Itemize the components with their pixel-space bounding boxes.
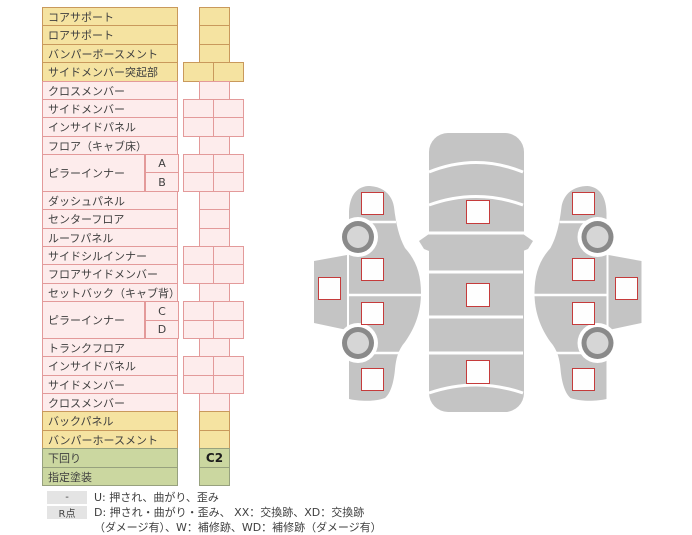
legend-line-2: R点 D: 押され・曲がり・歪み、 XX：交換跡、XD：交換跡	[47, 504, 364, 520]
part-label-19: インサイドパネル	[42, 356, 178, 376]
marker-right-rear-fender[interactable]	[572, 368, 595, 391]
legend-text-damage: （ダメージ有）、W：補修跡、WD：補修跡（ダメージ有）	[94, 521, 382, 534]
part-label-8: ピラーインナー	[42, 154, 145, 192]
part-label-22: バックパネル	[42, 411, 178, 431]
legend-line-3: （ダメージ有）、W：補修跡、WD：補修跡（ダメージ有）	[94, 519, 382, 535]
condition-cell[interactable]	[199, 467, 230, 486]
part-label-21: クロスメンバー	[42, 393, 178, 412]
marker-left-front-fender[interactable]	[361, 192, 384, 215]
legend-key-rpoint: R点	[47, 505, 87, 520]
marker-right-front-fender[interactable]	[572, 192, 595, 215]
marker-top-roof[interactable]	[466, 283, 490, 307]
part-label-18: トランクフロア	[42, 338, 178, 357]
marker-right-rear-door[interactable]	[572, 302, 595, 325]
part-label-3: サイドメンバー突起部	[42, 62, 178, 82]
marker-left-sill[interactable]	[318, 277, 341, 300]
part-label-16: ピラーインナー	[42, 301, 145, 339]
part-label-25: 指定塗装	[42, 467, 178, 486]
part-label-10: ダッシュパネル	[42, 191, 178, 210]
legend-text-d: D: 押され・曲がり・歪み、 XX：交換跡、XD：交換跡	[94, 506, 365, 519]
legend-key-u: -	[47, 490, 87, 504]
legend-line-1: - U: 押され、曲がり、歪み	[47, 489, 219, 505]
marker-left-front-door[interactable]	[361, 258, 384, 281]
part-label-12: ルーフパネル	[42, 228, 178, 247]
part-label-6: インサイドパネル	[42, 117, 178, 137]
marker-right-sill[interactable]	[615, 277, 638, 300]
part-label-7: フロア（キャブ床）	[42, 136, 178, 155]
legend-text-u: U: 押され、曲がり、歪み	[94, 491, 219, 504]
marker-top-trunk[interactable]	[466, 360, 490, 384]
marker-left-rear-door[interactable]	[361, 302, 384, 325]
marker-left-rear-fender[interactable]	[361, 368, 384, 391]
marker-right-front-door[interactable]	[572, 258, 595, 281]
marker-top-windshield[interactable]	[466, 200, 490, 224]
